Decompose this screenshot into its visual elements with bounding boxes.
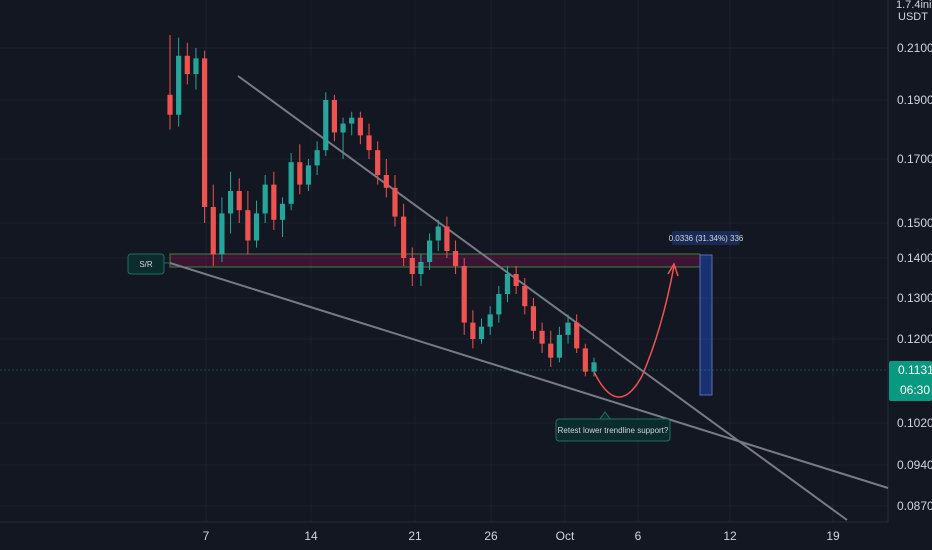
candle-up [496,294,502,315]
callout-box[interactable]: Retest lower trendline support? [555,411,671,442]
price-tick-label: 0.1400 [897,251,932,265]
candle-down [513,274,519,286]
candle-up [487,314,493,327]
candle-down [548,343,554,358]
time-tick-label: 12 [723,529,737,543]
sr-label: S/R [139,260,153,269]
candle-up [418,262,424,274]
candle-up [435,226,441,241]
time-tick-label: 7 [203,529,210,543]
price-axis-top-partial: 1.7.4ini [896,0,931,11]
price-tick-label: 0.2100 [897,41,932,55]
candle-down [574,322,580,349]
candle-up [305,165,312,185]
time-tick-label: 6 [635,529,642,543]
candle-up [426,240,433,262]
candle-down [184,55,190,74]
candle-down [539,330,545,344]
measure-label-box: 0.0336 (31.34%) 336 [669,231,744,245]
time-tick-label: 14 [304,529,318,543]
price-tick-label: 0.1900 [897,93,932,107]
candle-down [366,135,372,151]
candle-down [357,117,363,136]
time-tick-label: Oct [556,529,575,543]
sr-zone[interactable] [169,253,701,268]
candle-up [193,58,199,74]
candle-down [331,100,338,133]
candle-up [314,150,320,166]
price-axis[interactable] [888,0,932,522]
candle-up [262,184,268,214]
candle-down [444,226,450,251]
candlesticks [167,35,597,377]
current-price-tag-background [889,361,932,401]
price-tick-label: 0.0870 [897,499,932,513]
time-tick-label: 26 [484,529,498,543]
candle-down [236,191,242,211]
sr-label-box[interactable]: S/R [127,253,170,275]
price-tick-label: 0.1020 [897,416,932,430]
time-tick-label: 21 [408,529,422,543]
measure-range[interactable] [699,254,713,396]
lower-trendline[interactable] [169,262,889,489]
candle-up [253,213,260,241]
measure-label-background [672,231,740,245]
upper-trendline[interactable] [237,75,848,521]
candle-down [245,210,251,241]
candle-up [478,326,485,339]
candle-down [271,184,277,220]
candle-up [340,123,346,133]
time-tick-labels[interactable]: 7 14 21 26 Oct 6 12 19 [203,529,840,543]
candle-up [219,213,225,255]
candle-down [582,348,588,372]
candle-up [504,274,511,294]
candle-down [392,187,398,217]
projection-curve[interactable] [593,265,675,398]
candle-down [167,94,173,115]
candle-up [565,322,571,335]
price-tick-label: 0.1500 [897,216,932,230]
candle-down [522,286,528,307]
candle-up [591,362,597,372]
candle-up [349,117,355,124]
price-tick-label: 0.1300 [897,291,932,305]
current-price-tag: 0.1131 06:30 [889,361,932,401]
candle-down [210,207,216,255]
candle-up [227,191,234,214]
price-tick-label: 0.1700 [897,152,932,166]
current-price-value: 0.1131 [898,363,932,377]
candle-down [297,162,303,185]
price-tick-label: 0.0940 [897,458,932,472]
candle-up [556,334,562,358]
countdown-value: 06:30 [900,383,930,397]
measure-label: 0.0336 (31.34%) 336 [669,234,744,243]
price-tick-label: 0.1200 [897,332,932,346]
price-tick-labels: 0.2100 0.1900 0.1700 0.1500 0.1400 0.1300 0.12… [897,41,932,513]
candle-down [470,322,476,339]
candle-up [279,203,286,220]
callout-text: Retest lower trendline support? [558,426,669,435]
candle-down [383,175,389,188]
candle-down [461,266,467,323]
sr-label-background [127,253,165,275]
candle-down [530,306,537,331]
candle-down [409,258,415,274]
candle-up [288,162,294,204]
grid [0,0,888,522]
projection-arrowhead [667,262,679,277]
candle-up [176,55,182,115]
callout-background [555,418,671,442]
time-tick-label: 19 [826,529,840,543]
price-axis-unit: USDT [898,11,928,23]
candle-down [202,58,208,208]
candle-up [323,100,329,151]
candle-down [401,216,407,258]
candle-down [452,251,459,266]
candle-down [375,150,381,175]
